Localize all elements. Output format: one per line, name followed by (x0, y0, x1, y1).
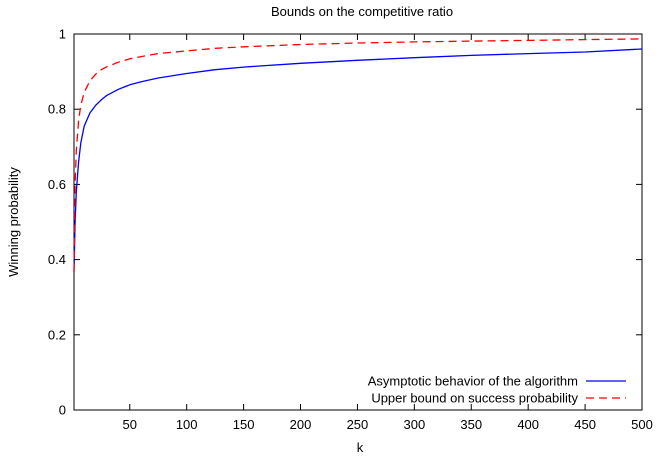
x-tick-label: 50 (123, 417, 137, 432)
series-line-algorithm (73, 48, 643, 272)
legend-label: Asymptotic behavior of the algorithm (368, 374, 578, 389)
plot-frame (73, 33, 643, 411)
y-axis: 0 0.2 0.4 0.6 0.8 1 (48, 27, 642, 418)
x-tick-label: 100 (176, 417, 198, 432)
x-axis-label: k (357, 440, 364, 455)
x-tick-label: 400 (517, 417, 539, 432)
x-tick-label: 500 (631, 417, 653, 432)
y-tick-label: 0 (59, 403, 66, 418)
x-axis: 50 100 150 200 250 300 350 400 450 500 (123, 34, 653, 432)
chart-title: Bounds on the competitive ratio (271, 4, 453, 19)
legend: Asymptotic behavior of the algorithm Uppe… (368, 374, 626, 406)
x-tick-label: 350 (460, 417, 482, 432)
legend-label: Upper bound on success probability (371, 391, 578, 406)
y-tick-label: 0.6 (48, 177, 66, 192)
series-line-upper-bound (73, 38, 643, 272)
y-tick-label: 0.8 (48, 102, 66, 117)
y-tick-label: 0.4 (48, 252, 66, 267)
x-tick-label: 300 (403, 417, 425, 432)
x-tick-label: 200 (290, 417, 312, 432)
y-tick-label: 1 (59, 27, 66, 42)
x-tick-label: 450 (574, 417, 596, 432)
y-axis-label: Winning probability (6, 167, 21, 277)
y-tick-label: 0.2 (48, 327, 66, 342)
x-tick-label: 150 (233, 417, 255, 432)
series-group (73, 38, 643, 272)
x-tick-label: 250 (347, 417, 369, 432)
